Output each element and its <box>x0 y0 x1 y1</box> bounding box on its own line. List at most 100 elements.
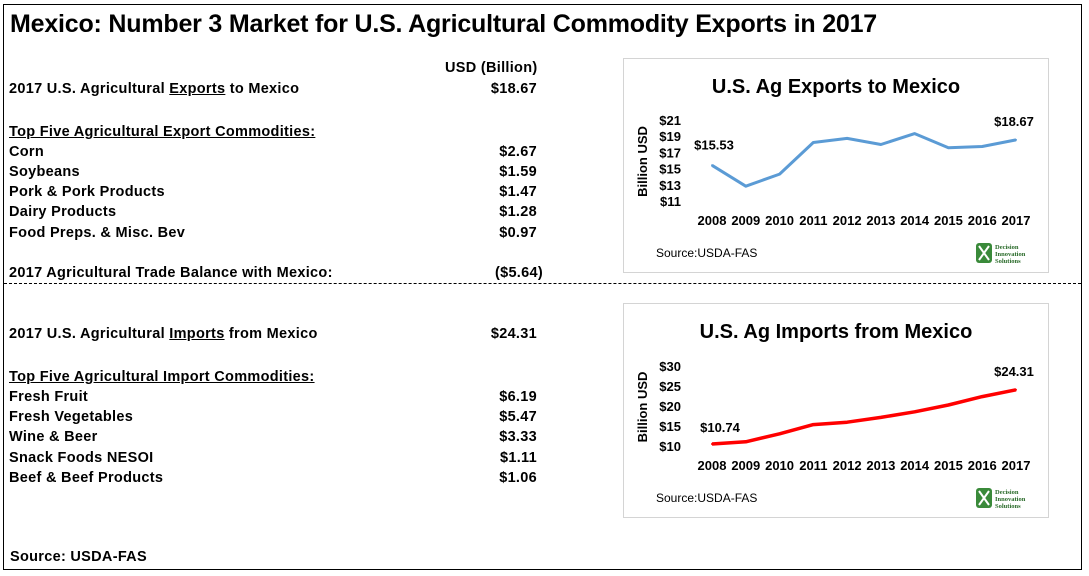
export-item-name: Corn <box>9 144 45 160</box>
x-tick-label: 2011 <box>799 458 827 473</box>
x-tick-label: 2017 <box>1002 458 1031 473</box>
imports-total-label-post: from Mexico <box>224 326 318 342</box>
data-label-last: $24.31 <box>994 364 1034 379</box>
y-tick-label: $10 <box>659 439 681 454</box>
import-item-value: $5.47 <box>499 409 537 425</box>
trade-balance-label: 2017 Agricultural Trade Balance with Mex… <box>9 265 333 281</box>
export-item-name: Pork & Pork Products <box>9 184 165 200</box>
import-item-value: $3.33 <box>499 429 537 445</box>
y-tick-label: $15 <box>659 162 681 177</box>
import-item-name: Beef & Beef Products <box>9 470 164 486</box>
logo-text: Solutions <box>995 503 1021 510</box>
imports-total-value: $24.31 <box>490 326 537 342</box>
chart-title: U.S. Ag Imports from Mexico <box>700 321 973 343</box>
imports-total-label: 2017 U.S. Agricultural Imports from Mexi… <box>9 326 318 342</box>
exports-total-label: 2017 U.S. Agricultural Exports to Mexico <box>9 81 299 97</box>
import-item-name: Wine & Beer <box>9 429 98 445</box>
x-tick-label: 2012 <box>833 458 862 473</box>
series-line <box>711 132 1017 188</box>
export-item-name: Soybeans <box>9 164 80 180</box>
data-point <box>947 404 950 406</box>
x-tick-label: 2017 <box>1002 213 1031 228</box>
imports-total-label-pre: 2017 U.S. Agricultural <box>9 326 170 342</box>
x-tick-label: 2010 <box>765 213 794 228</box>
data-point <box>778 432 781 435</box>
x-tick-label: 2008 <box>698 458 727 473</box>
logo-mark-cross <box>978 245 990 261</box>
data-point <box>879 143 882 146</box>
logo-text: Decision <box>995 244 1019 251</box>
imports-total-label-key: Imports <box>169 326 225 342</box>
x-tick-label: 2010 <box>765 458 794 473</box>
data-point <box>947 146 950 149</box>
data-point <box>913 410 916 413</box>
x-tick-label: 2015 <box>934 458 963 473</box>
data-point <box>981 145 984 148</box>
series-line <box>711 388 1017 446</box>
logo-text: Innovation <box>995 496 1026 503</box>
x-tick-label: 2009 <box>731 458 760 473</box>
data-point <box>1015 138 1017 141</box>
trade-balance-value: ($5.64) <box>494 265 543 281</box>
import-item-name: Fresh Vegetables <box>9 409 134 425</box>
export-item-value: $1.59 <box>499 164 537 180</box>
y-axis-label: Billion USD <box>635 126 650 197</box>
data-point <box>879 416 882 419</box>
y-tick-label: $17 <box>659 145 681 160</box>
y-tick-label: $13 <box>659 178 681 193</box>
y-tick-label: $15 <box>659 419 681 434</box>
x-tick-label: 2008 <box>698 213 727 228</box>
chart-title: U.S. Ag Exports to Mexico <box>712 76 960 98</box>
export-item-name: Food Preps. & Misc. Bev <box>9 225 186 241</box>
import-item-value: $1.11 <box>500 450 537 466</box>
exports-total-label-key: Exports <box>169 81 226 97</box>
exports-total-label-pre: 2017 U.S. Agricultural <box>9 81 170 97</box>
data-label-first: $10.74 <box>700 420 741 435</box>
imports-top-heading: Top Five Agricultural Import Commodities… <box>9 369 315 385</box>
export-item-value: $0.97 <box>499 225 537 241</box>
y-tick-label: $19 <box>659 129 681 144</box>
x-tick-label: 2015 <box>934 213 963 228</box>
x-tick-label: 2016 <box>968 458 997 473</box>
x-tick-label: 2012 <box>833 213 862 228</box>
x-tick-label: 2011 <box>799 213 827 228</box>
data-label-last: $18.67 <box>994 114 1034 129</box>
chart-source: Source:USDA-FAS <box>656 246 757 260</box>
source-footer: Source: USDA-FAS <box>10 549 147 565</box>
x-tick-label: 2014 <box>900 458 930 473</box>
data-point <box>981 395 984 398</box>
logo-text: Innovation <box>995 251 1026 258</box>
export-item-name: Dairy Products <box>9 204 117 220</box>
infographic-frame <box>3 4 1082 570</box>
exports-top-heading: Top Five Agricultural Export Commodities… <box>9 124 316 140</box>
import-item-name: Fresh Fruit <box>9 389 89 405</box>
x-tick-label: 2013 <box>866 458 895 473</box>
exports-total-value: $18.67 <box>490 81 537 97</box>
data-point <box>744 185 747 188</box>
export-item-value: $1.47 <box>499 184 537 200</box>
section-divider <box>4 283 1081 284</box>
imports-chart-svg: U.S. Ag Imports from Mexico Billion USD $1… <box>635 321 1034 510</box>
logo-text: Decision <box>995 489 1019 496</box>
column-header: USD (Billion) <box>445 60 538 76</box>
imports-chart: U.S. Ag Imports from Mexico Billion USD $1… <box>623 303 1049 518</box>
data-point <box>913 132 916 135</box>
export-item-value: $1.28 <box>499 204 537 220</box>
export-item-value: $2.67 <box>499 144 537 160</box>
import-item-name: Snack Foods NESOI <box>9 450 154 466</box>
x-tick-label: 2014 <box>900 213 930 228</box>
y-tick-label: $30 <box>659 359 681 374</box>
logo-text: Solutions <box>995 258 1021 265</box>
data-label-first: $15.53 <box>694 137 734 152</box>
import-item-value: $6.19 <box>499 389 537 405</box>
y-tick-label: $11 <box>660 194 681 209</box>
data-point <box>778 173 781 176</box>
x-tick-label: 2016 <box>968 213 997 228</box>
data-point <box>846 137 849 140</box>
data-point <box>812 423 815 426</box>
logo-mark-cross <box>978 490 990 506</box>
x-tick-label: 2009 <box>731 213 760 228</box>
main-title: Mexico: Number 3 Market for U.S. Agricul… <box>10 10 878 38</box>
